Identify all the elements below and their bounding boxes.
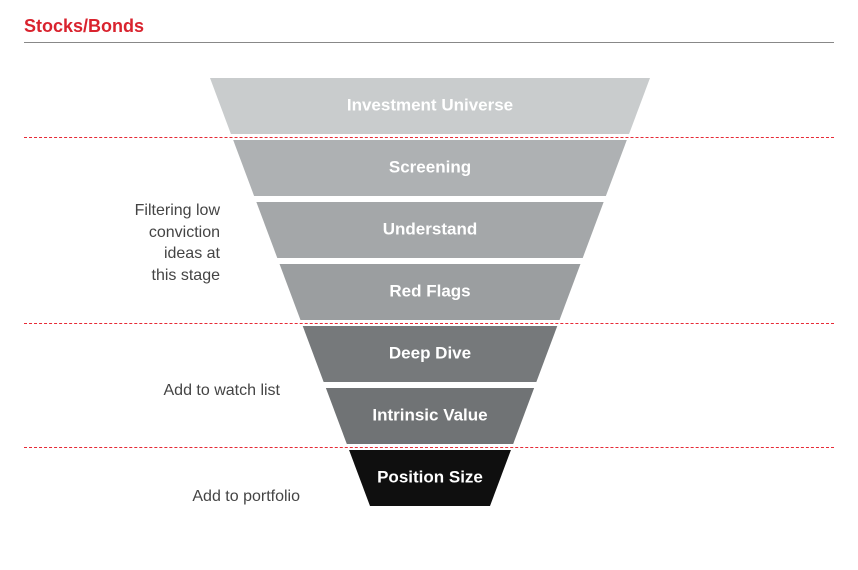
stage-divider <box>24 137 834 138</box>
page-title: Stocks/Bonds <box>24 16 144 37</box>
funnel-segment-label: Position Size <box>377 467 483 486</box>
stage-annotation: Add to watch list <box>164 380 281 402</box>
stage-annotation: Add to portfolio <box>192 486 300 508</box>
funnel-segment-label: Understand <box>383 219 477 238</box>
funnel-segment-label: Investment Universe <box>347 95 513 114</box>
annotation-line: conviction <box>135 222 220 244</box>
annotation-line: this stage <box>135 265 220 287</box>
funnel-segment-label: Intrinsic Value <box>372 405 487 424</box>
title-rule <box>24 42 834 43</box>
stage-divider <box>24 447 834 448</box>
page: Stocks/Bonds Investment Universe Screenin… <box>0 0 858 570</box>
annotation-line: Filtering low <box>135 200 220 222</box>
annotation-line: ideas at <box>135 243 220 265</box>
annotation-line: Add to watch list <box>164 380 281 402</box>
funnel-diagram: Investment Universe Screening Understand Re… <box>206 78 654 510</box>
funnel-segment-label: Deep Dive <box>389 343 471 362</box>
stage-annotation: Filtering lowconvictionideas atthis stag… <box>135 200 220 286</box>
annotation-line: Add to portfolio <box>192 486 300 508</box>
funnel-segment-label: Red Flags <box>389 281 470 300</box>
stage-divider <box>24 323 834 324</box>
funnel-segment-label: Screening <box>389 157 471 176</box>
